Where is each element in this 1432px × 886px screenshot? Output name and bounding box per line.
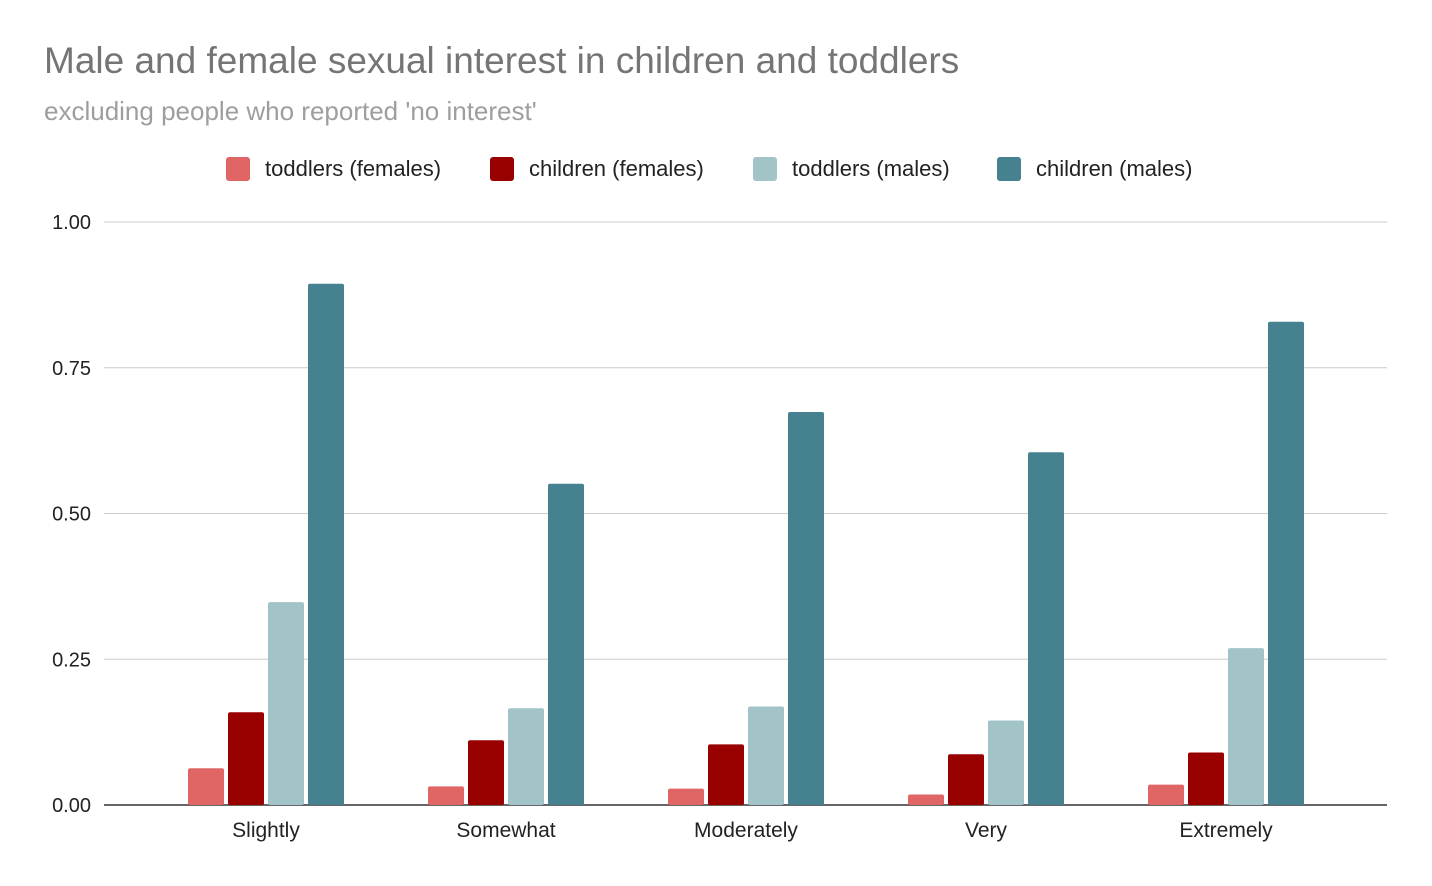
bar-toddlers-females-somewhat xyxy=(428,786,464,805)
legend-swatch xyxy=(997,157,1021,181)
bar-children-females-extremely xyxy=(1188,752,1224,805)
legend-item-children-males: children (males) xyxy=(997,156,1193,181)
bar-children-females-slightly xyxy=(228,712,264,805)
bar-toddlers-females-slightly xyxy=(188,768,224,805)
y-tick-label: 0.00 xyxy=(52,795,91,817)
legend-item-toddlers-females: toddlers (females) xyxy=(226,156,441,181)
y-tick-label: 0.50 xyxy=(52,504,91,526)
bar-toddlers-females-very xyxy=(908,794,944,805)
x-tick-label-slightly: Slightly xyxy=(232,819,300,842)
y-tick-label: 0.75 xyxy=(52,358,91,380)
legend: toddlers (females) children (females) todd… xyxy=(226,156,1193,181)
bar-children-females-moderately xyxy=(708,744,744,805)
legend-swatch xyxy=(753,157,777,181)
bar-children-males-somewhat xyxy=(548,483,584,805)
x-axis-ticks: Slightly Somewhat Moderately Very Extremely xyxy=(232,819,1273,842)
bar-toddlers-males-slightly xyxy=(268,602,304,805)
bar-children-males-moderately xyxy=(788,412,824,805)
bar-children-males-extremely xyxy=(1268,321,1304,805)
y-tick-label: 1.00 xyxy=(52,212,91,234)
bar-toddlers-males-somewhat xyxy=(508,708,544,805)
legend-item-toddlers-males: toddlers (males) xyxy=(753,156,950,181)
bars xyxy=(188,283,1304,806)
y-axis-ticks: 0.00 0.25 0.50 0.75 1.00 xyxy=(52,212,91,817)
bar-toddlers-females-extremely xyxy=(1148,784,1184,805)
x-tick-label-very: Very xyxy=(965,819,1008,842)
x-tick-label-somewhat: Somewhat xyxy=(456,819,555,842)
bar-toddlers-males-extremely xyxy=(1228,648,1264,805)
bar-toddlers-females-moderately xyxy=(668,788,704,805)
bar-toddlers-males-moderately xyxy=(748,706,784,805)
legend-item-children-females: children (females) xyxy=(490,156,704,181)
bar-children-males-very xyxy=(1028,452,1064,805)
legend-swatch xyxy=(490,157,514,181)
chart-subtitle: excluding people who reported 'no intere… xyxy=(44,96,537,126)
chart-title: Male and female sexual interest in child… xyxy=(44,40,960,81)
x-tick-label-moderately: Moderately xyxy=(694,819,798,842)
bar-toddlers-males-very xyxy=(988,720,1024,805)
y-tick-label: 0.25 xyxy=(52,649,91,671)
legend-label: children (females) xyxy=(529,156,704,181)
x-tick-label-extremely: Extremely xyxy=(1179,819,1273,842)
legend-label: children (males) xyxy=(1036,156,1193,181)
bar-children-females-somewhat xyxy=(468,740,504,805)
bar-children-females-very xyxy=(948,754,984,805)
legend-swatch xyxy=(226,157,250,181)
bar-children-males-slightly xyxy=(308,283,344,806)
legend-label: toddlers (females) xyxy=(265,156,441,181)
legend-label: toddlers (males) xyxy=(792,156,950,181)
